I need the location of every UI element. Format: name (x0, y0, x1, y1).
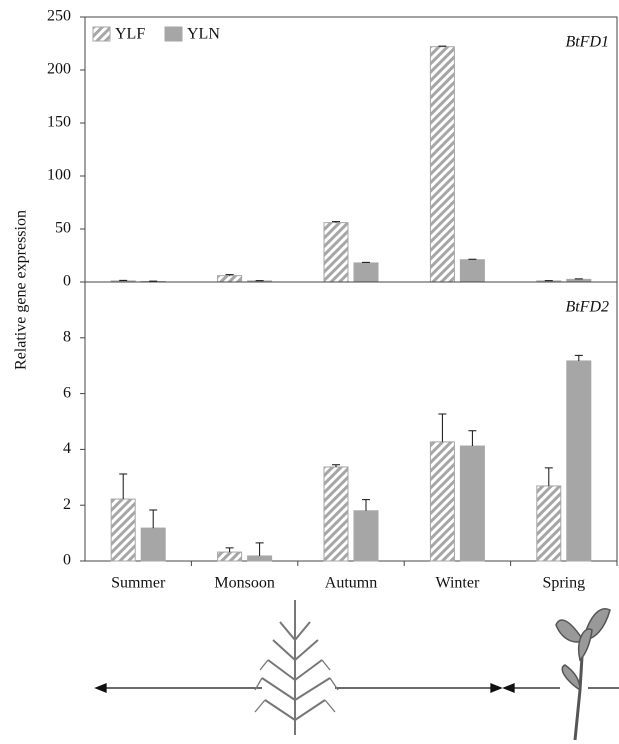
error-bar (574, 354, 583, 361)
season-illustration (94, 683, 619, 693)
y-tick-label: 0 (63, 552, 71, 569)
bar (459, 445, 485, 562)
y-tick-label: 100 (47, 167, 71, 184)
error-bar (468, 258, 477, 260)
leafy-shoot (555, 608, 611, 741)
error-bar (544, 467, 553, 486)
plot-frame (84, 281, 618, 562)
x-tick-label: Spring (542, 575, 585, 592)
error-bar (119, 473, 128, 500)
bar (429, 46, 455, 283)
legend-label: YLF (115, 26, 145, 43)
x-tick-label: Autumn (325, 575, 377, 592)
bar (323, 222, 349, 283)
error-bar (438, 45, 447, 47)
x-tick-label: Summer (111, 575, 166, 592)
error-bar (225, 547, 234, 553)
bar (429, 441, 455, 562)
y-axis-label: Relative gene expression (13, 210, 30, 370)
plot-frame (84, 16, 618, 283)
bar (217, 551, 243, 562)
bar (323, 466, 349, 562)
x-tick-label: Monsoon (214, 575, 274, 592)
panel-label: BtFD1 (565, 34, 609, 51)
y-tick-label: 8 (63, 328, 71, 345)
y-tick-label: 2 (63, 496, 71, 513)
x-tick-label: Winter (436, 575, 480, 592)
bamboo-branch (254, 600, 339, 735)
legend-swatch (164, 26, 183, 42)
bar (217, 275, 243, 283)
panel-label: BtFD2 (565, 299, 609, 316)
error-bar (332, 464, 340, 467)
y-tick-label: 4 (63, 440, 71, 457)
bar (459, 259, 485, 283)
error-bar (149, 509, 158, 529)
bar (566, 360, 592, 562)
error-bar (468, 430, 477, 447)
error-bar (438, 413, 447, 442)
legend-swatch (92, 26, 111, 42)
bar (247, 555, 273, 562)
error-bar (119, 279, 128, 281)
error-bar (332, 221, 340, 223)
y-tick-label: 0 (63, 273, 71, 290)
bar (536, 485, 562, 562)
bar (140, 527, 166, 562)
error-bar (225, 274, 234, 276)
y-tick-label: 200 (47, 61, 71, 78)
error-bar (362, 261, 370, 263)
y-tick-label: 150 (47, 114, 71, 131)
error-bar (255, 542, 264, 556)
y-tick-label: 50 (55, 220, 71, 237)
error-bar (574, 278, 583, 280)
y-tick-label: 250 (47, 8, 71, 25)
bar (353, 262, 379, 283)
y-tick-label: 6 (63, 384, 71, 401)
bar (353, 510, 379, 562)
error-bar (362, 499, 370, 511)
bar (110, 498, 136, 562)
legend-label: YLN (187, 26, 220, 43)
